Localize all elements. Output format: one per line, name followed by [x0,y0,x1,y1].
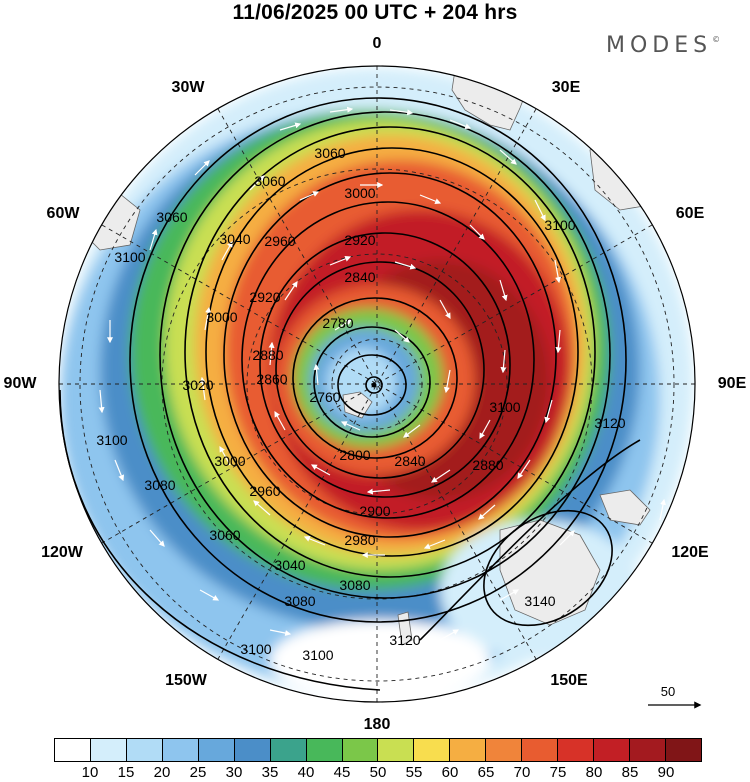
contour-label: 2960 [249,483,280,499]
contour-label: 3020 [182,377,213,393]
contour-label: 3080 [284,593,315,609]
lon-label-60e: 60E [675,205,705,222]
colorbar [54,738,702,762]
lon-label-30w: 30W [171,79,205,96]
colorbar-label: 90 [657,764,675,781]
contour-label: 3060 [314,145,345,161]
contour-label: 2760 [309,389,340,405]
colorbar-box-3 [162,739,199,761]
contour-label: 3100 [96,432,127,448]
lon-label-60w: 60W [46,205,80,222]
lon-label-90e: 90E [717,375,747,392]
contour-label: 2880 [472,457,503,473]
colorbar-box-16 [630,739,666,761]
colorbar-label: 35 [261,764,279,781]
polar-map: 3060 3060 3000 3040 2960 2920 2840 2780 3060 2920… [58,65,702,709]
contour-label: 3100 [302,647,333,663]
contour-label: 3120 [594,415,625,431]
contour-label: 3040 [219,231,250,247]
colorbar-label: 40 [297,764,315,781]
contour-label: 3080 [339,577,370,593]
map-border [58,65,696,703]
colorbar-box-12 [486,739,523,761]
contour-label: 3080 [144,477,175,493]
colorbar-label: 45 [333,764,351,781]
colorbar-label: 50 [369,764,387,781]
colorbar-box-14 [558,739,595,761]
wind-speed-field [59,66,695,702]
lon-label-90w: 90W [3,375,37,392]
colorbar-label: 60 [441,764,459,781]
colorbar-box-11 [450,739,487,761]
contour-label: 3000 [344,185,375,201]
colorbar-box-10 [414,739,451,761]
colorbar-box-9 [378,739,415,761]
colorbar-label: 15 [117,764,135,781]
colorbar-label: 80 [585,764,603,781]
brand-logo: MODES© [606,33,721,58]
contour-label: 2860 [256,371,287,387]
colorbar-label: 20 [153,764,171,781]
lon-label-30e: 30E [551,79,581,96]
lon-label-120e: 120E [671,544,709,561]
contour-label: 2840 [344,269,375,285]
colorbar-box-17 [665,739,701,761]
contour-label: 3000 [214,453,245,469]
contour-label: 2880 [252,347,283,363]
contour-label: 3060 [156,209,187,225]
colorbar-label: 70 [513,764,531,781]
colorbar-box-2 [126,739,163,761]
contour-label: 3100 [489,399,520,415]
height-contours [59,97,641,691]
contour-label: 3140 [524,593,555,609]
colorbar-box-8 [342,739,379,761]
lon-label-0: 0 [372,35,382,52]
contour-label: 2800 [339,447,370,463]
contour-label: 2920 [249,289,280,305]
pole-marker [371,382,377,388]
contour-label: 3100 [240,641,271,657]
contour-label: 3060 [209,527,240,543]
colorbar-labels: 10 15 20 25 30 35 40 45 50 55 60 65 70 75 80 85 90 [0,764,750,782]
contour-label: 2920 [344,232,375,248]
lon-label-120w: 120W [41,544,83,561]
contour-label: 2840 [394,453,425,469]
lon-label-150w: 150W [165,672,207,689]
wind-vectors [98,106,667,652]
colorbar-label: 10 [81,764,99,781]
lon-label-180: 180 [363,716,391,733]
colorbar-label: 65 [477,764,495,781]
contour-label: 3060 [254,173,285,189]
colorbar-box-5 [234,739,271,761]
lon-label-150e: 150E [550,672,588,689]
colorbar-label: 25 [189,764,207,781]
contour-label: 2900 [359,503,390,519]
colorbar-label: 30 [225,764,243,781]
contour-labels: 3060 3060 3000 3040 2960 2920 2840 2780 3060 2920… [96,145,625,663]
contour-label: 3040 [274,557,305,573]
contour-label: 2980 [344,532,375,548]
colorbar-label: 55 [405,764,423,781]
contour-label: 3100 [114,249,145,265]
colorbar-label: 85 [621,764,639,781]
colorbar-box-15 [594,739,630,761]
colorbar-box-0 [55,739,91,761]
map-title: 11/06/2025 00 UTC + 204 hrs [232,1,518,24]
colorbar-box-13 [522,739,559,761]
colorbar-box-7 [306,739,343,761]
colorbar-label: 75 [549,764,567,781]
colorbar-box-4 [198,739,235,761]
contour-label: 3120 [389,632,420,648]
contour-label: 3100 [544,217,575,233]
contour-label: 2960 [264,233,295,249]
colorbar-box-1 [90,739,127,761]
colorbar-box-6 [270,739,307,761]
vector-reference-label: 50 [660,684,676,699]
contour-label: 2780 [322,315,353,331]
contour-label: 3000 [206,309,237,325]
